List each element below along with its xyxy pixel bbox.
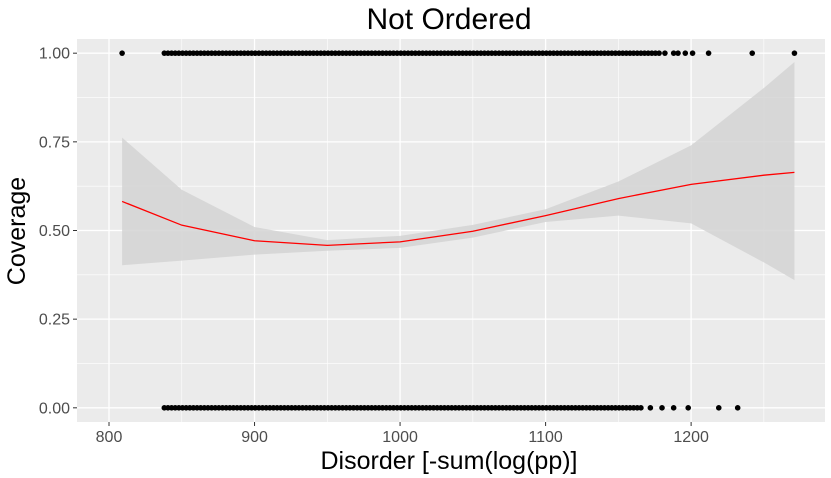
x-tick-label: 1200 bbox=[673, 429, 709, 446]
y-axis-title: Coverage bbox=[3, 177, 31, 285]
point-covered bbox=[791, 50, 798, 56]
point-not-covered bbox=[734, 405, 741, 411]
y-tick-label: 0.75 bbox=[39, 134, 70, 151]
y-axis: 0.00 0.25 0.50 0.75 1.00 bbox=[39, 46, 77, 417]
point-not-covered bbox=[670, 405, 677, 411]
point-covered bbox=[119, 50, 125, 56]
x-tick-label: 1000 bbox=[382, 429, 418, 446]
point-covered bbox=[662, 50, 668, 56]
x-tick-label: 900 bbox=[241, 429, 268, 446]
point-covered bbox=[675, 50, 681, 56]
smooth-line-layer bbox=[121, 171, 795, 247]
point-covered bbox=[689, 50, 696, 56]
smooth-line bbox=[121, 171, 795, 247]
x-axis: 800 900 1000 1100 1200 bbox=[96, 422, 709, 446]
confidence-band bbox=[122, 62, 795, 281]
point-covered bbox=[749, 50, 756, 56]
point-not-covered bbox=[659, 405, 665, 411]
point-not-covered bbox=[715, 405, 722, 411]
point-not-covered bbox=[638, 405, 644, 411]
y-tick-label: 0.00 bbox=[39, 400, 70, 417]
y-tick-label: 1.00 bbox=[39, 46, 70, 63]
point-covered bbox=[656, 50, 662, 56]
chart-title: Not Ordered bbox=[366, 3, 531, 36]
point-covered bbox=[705, 50, 712, 56]
x-tick-label: 1100 bbox=[528, 429, 563, 446]
point-not-covered bbox=[685, 405, 692, 411]
x-axis-title: Disorder [-sum(log(pp)] bbox=[320, 447, 577, 475]
x-tick-label: 800 bbox=[96, 429, 123, 446]
points-layer bbox=[119, 50, 798, 411]
y-tick-label: 0.50 bbox=[39, 223, 70, 240]
confidence-band-layer bbox=[122, 62, 795, 281]
y-tick-label: 0.25 bbox=[39, 312, 70, 329]
point-covered bbox=[670, 50, 677, 56]
point-not-covered bbox=[647, 405, 654, 411]
point-covered bbox=[682, 50, 689, 56]
